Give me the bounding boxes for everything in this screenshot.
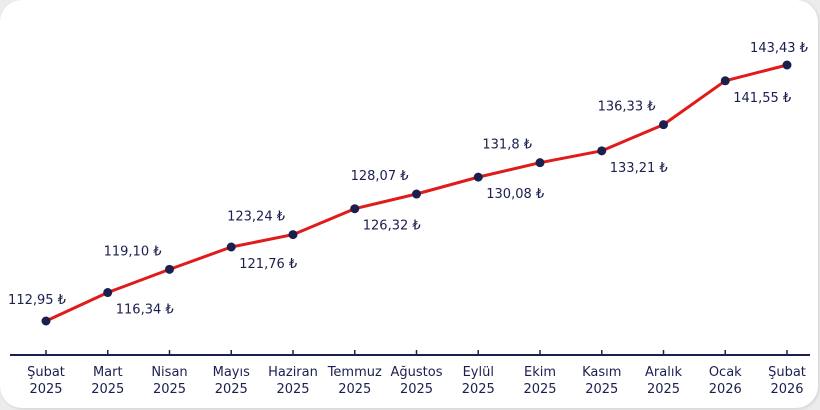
data-label: 112,95 ₺ [8, 293, 66, 308]
x-tick-label: 2025 [400, 382, 433, 397]
x-tick-label: 2025 [647, 382, 680, 397]
x-tick-label: Aralık [645, 365, 682, 380]
x-tick-label: 2025 [153, 382, 186, 397]
data-label: 126,32 ₺ [363, 219, 421, 234]
data-point[interactable] [165, 264, 174, 274]
data-label: 119,10 ₺ [104, 244, 162, 259]
x-tick-label: Ocak [709, 365, 742, 380]
x-tick-label: Ağustos [391, 365, 443, 380]
x-tick-label: Ekim [524, 365, 556, 380]
x-tick-label: Eylül [463, 365, 494, 380]
x-tick-label: 2025 [276, 382, 309, 397]
data-point[interactable] [597, 146, 607, 156]
x-tick-label: Haziran [268, 365, 318, 380]
data-point[interactable] [288, 230, 298, 240]
data-point[interactable] [412, 189, 421, 199]
data-label: 116,34 ₺ [116, 303, 174, 318]
x-tick-label: 2026 [770, 382, 803, 397]
x-tick-label: 2026 [709, 382, 742, 397]
data-point[interactable] [41, 316, 51, 326]
data-label: 121,76 ₺ [239, 257, 297, 272]
x-tick-label: 2025 [585, 382, 618, 397]
x-tick-label: Kasım [582, 365, 621, 380]
x-tick-label: Şubat [27, 365, 65, 380]
x-tick-label: 2025 [29, 382, 62, 397]
x-tick-label: 2025 [523, 382, 556, 397]
data-label: 143,43 ₺ [750, 41, 808, 56]
x-tick-label: 2025 [91, 382, 124, 397]
x-tick-label: Mayıs [213, 365, 250, 380]
data-point[interactable] [103, 288, 113, 298]
x-tick-label: 2025 [215, 382, 248, 397]
x-tick-label: 2025 [338, 382, 371, 397]
data-label: 131,8 ₺ [482, 138, 532, 153]
data-label: 141,55 ₺ [733, 91, 791, 106]
data-point[interactable] [350, 204, 360, 214]
data-point[interactable] [226, 242, 236, 252]
data-point[interactable] [720, 76, 730, 86]
data-label: 133,21 ₺ [610, 161, 668, 176]
x-tick-label: Mart [93, 365, 123, 380]
data-label: 123,24 ₺ [227, 210, 285, 225]
x-tick-label: 2025 [462, 382, 495, 397]
x-tick-label: Şubat [768, 365, 806, 380]
data-label: 136,33 ₺ [598, 100, 656, 115]
data-point[interactable] [535, 158, 545, 168]
data-point[interactable] [473, 172, 483, 182]
data-label: 128,07 ₺ [351, 169, 409, 184]
x-tick-label: Temmuz [327, 365, 382, 380]
data-point[interactable] [659, 120, 668, 130]
data-point[interactable] [782, 60, 792, 70]
data-label: 130,08 ₺ [486, 187, 544, 202]
x-tick-label: Nisan [151, 365, 187, 380]
